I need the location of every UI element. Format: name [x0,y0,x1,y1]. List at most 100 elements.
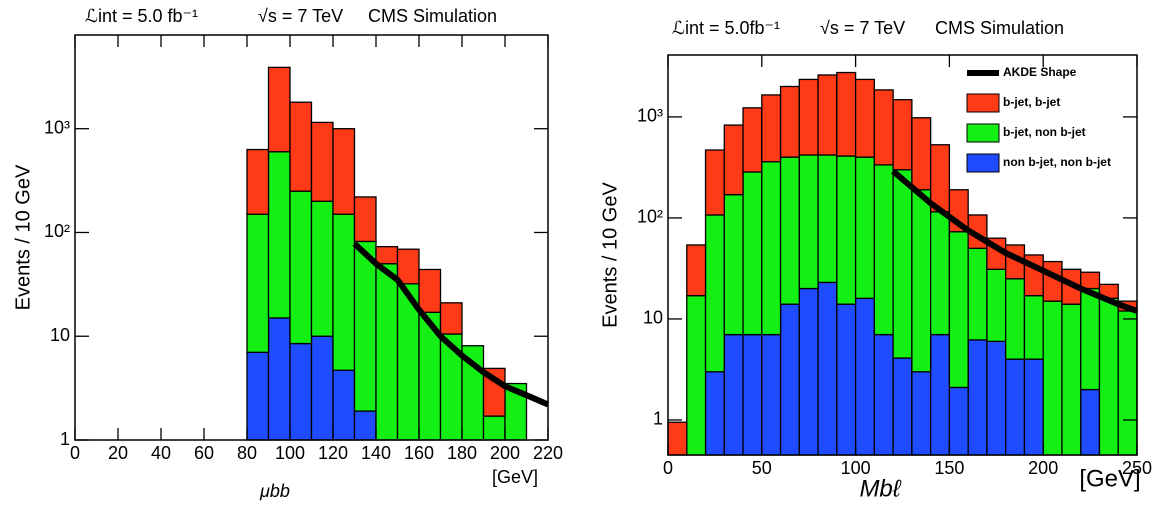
histogram-bar [911,117,932,191]
histogram-bar [1061,303,1082,456]
chart-title: CMS Simulation [935,18,1064,38]
x-tick-label: 60 [194,443,214,463]
histogram-bar [967,247,988,341]
x-tick-label: 0 [70,443,80,463]
plot-frame [667,54,1138,456]
histogram-bar [704,149,725,216]
histogram-bar [353,196,377,243]
y-tick-label: 10³ [637,106,663,126]
histogram-bar [1005,358,1026,456]
histogram-bar [817,281,838,456]
histogram-bar [836,155,857,305]
histogram-bar [854,297,876,456]
histogram-bar [1023,295,1044,360]
histogram-bar [911,371,932,456]
histogram-bar [1023,358,1044,456]
histogram-bar [332,369,356,441]
x-tick-label: 160 [404,443,434,463]
annotation: √s = 7 TeV [258,6,343,26]
histogram-bar [836,303,857,456]
histogram-bar [854,156,876,299]
histogram-bar [289,101,313,192]
legend-label: AKDE Shape [1003,65,1077,79]
histogram-bar [929,211,951,336]
histogram-bar [686,295,707,456]
x-tick-label: 100 [841,458,871,478]
histogram-bar [986,268,1007,343]
histogram-bar [353,410,377,441]
histogram-bar [396,248,420,285]
histogram-bar [667,421,688,456]
x-axis-unit: [GeV] [492,467,538,487]
plot-frame [74,34,549,441]
legend-label: b-jet, non b-jet [1003,125,1086,139]
histogram-bar [798,154,819,290]
histogram-bar [761,333,782,456]
histogram-bar [1117,310,1138,456]
annotation: ℒint = 5.0fb⁻¹ [672,18,780,38]
histogram-bar [686,244,707,297]
histogram-bar [761,161,782,336]
histogram-bar [873,164,894,336]
histogram-bar [375,263,399,441]
chart-title: CMS Simulation [368,6,497,26]
annotation: √s = 7 TeV [820,18,905,38]
x-tick-label: 250 [1122,458,1152,478]
histogram-bar [892,169,913,359]
x-tick-label: 40 [151,443,171,463]
histogram-bar [1080,287,1101,391]
histogram-bar [289,342,313,441]
histogram-bar [246,148,270,215]
x-tick-label: 200 [1028,458,1058,478]
histogram-bar [892,357,913,456]
histogram-bar [439,302,463,335]
histogram-bar [267,317,291,441]
histogram-bar [854,78,876,158]
histogram-bar [310,335,334,441]
x-tick-label: 140 [361,443,391,463]
histogram-bar [892,99,913,171]
histogram-bar [967,339,988,456]
histogram-bar [986,340,1007,456]
y-tick-label: 1 [60,429,70,449]
histogram-bar [761,94,782,163]
histogram-bar [332,128,356,215]
histogram-bar [779,303,800,456]
histogram-bar [1098,297,1119,456]
histogram-bar [873,333,894,456]
x-tick-label: 80 [237,443,257,463]
histogram-bar [742,171,763,336]
histogram-bar [723,124,744,196]
x-tick-label: 220 [533,443,563,463]
y-axis-label: Events / 10 GeV [599,182,621,328]
y-tick-label: 10² [637,207,663,227]
histogram-bar [929,333,951,456]
histogram-bar [418,268,442,313]
x-tick-label: 20 [108,443,128,463]
histogram-bar [704,371,725,456]
histogram-bar [779,156,800,305]
x-axis-unit: [GeV] [1079,465,1140,492]
histogram-bar [742,333,763,456]
histogram-bar [798,78,819,156]
y-tick-label: 10³ [44,117,70,137]
histogram-bar [779,85,800,158]
fit-curve [352,241,550,408]
histogram-bar [332,213,356,371]
x-tick-label: 0 [663,458,673,478]
histogram-bar [289,190,313,345]
histogram-bar [246,213,270,353]
legend-label: b-jet, b-jet [1003,95,1060,109]
histogram-bar [948,231,969,389]
histogram-bar [723,193,744,336]
x-tick-label: 180 [447,443,477,463]
y-tick-label: 10² [44,221,70,241]
annotation: ℒint = 5.0 fb⁻¹ [85,6,198,26]
y-axis-label: Events / 10 GeV [12,164,34,310]
histogram-bar [836,71,857,157]
x-tick-label: 150 [934,458,964,478]
x-axis-label: μbb [259,481,290,501]
histogram-bar [375,246,399,265]
legend-label: non b-jet, non b-jet [1003,155,1111,169]
